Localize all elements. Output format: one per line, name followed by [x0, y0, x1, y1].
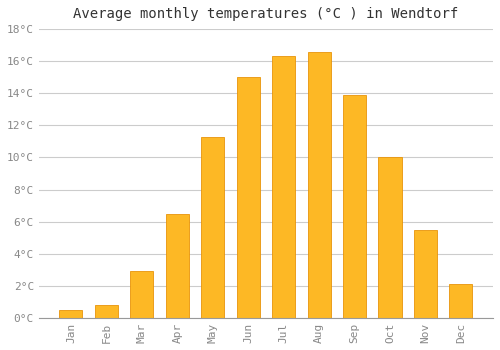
- Bar: [201, 136, 224, 318]
- Bar: [450, 284, 472, 318]
- Bar: [130, 271, 154, 318]
- Bar: [343, 95, 366, 318]
- Bar: [378, 158, 402, 318]
- Bar: [166, 214, 189, 318]
- Bar: [60, 310, 82, 318]
- Bar: [272, 56, 295, 318]
- Bar: [308, 51, 330, 318]
- Bar: [414, 230, 437, 318]
- Bar: [95, 305, 118, 318]
- Title: Average monthly temperatures (°C ) in Wendtorf: Average monthly temperatures (°C ) in We…: [74, 7, 458, 21]
- Bar: [236, 77, 260, 318]
